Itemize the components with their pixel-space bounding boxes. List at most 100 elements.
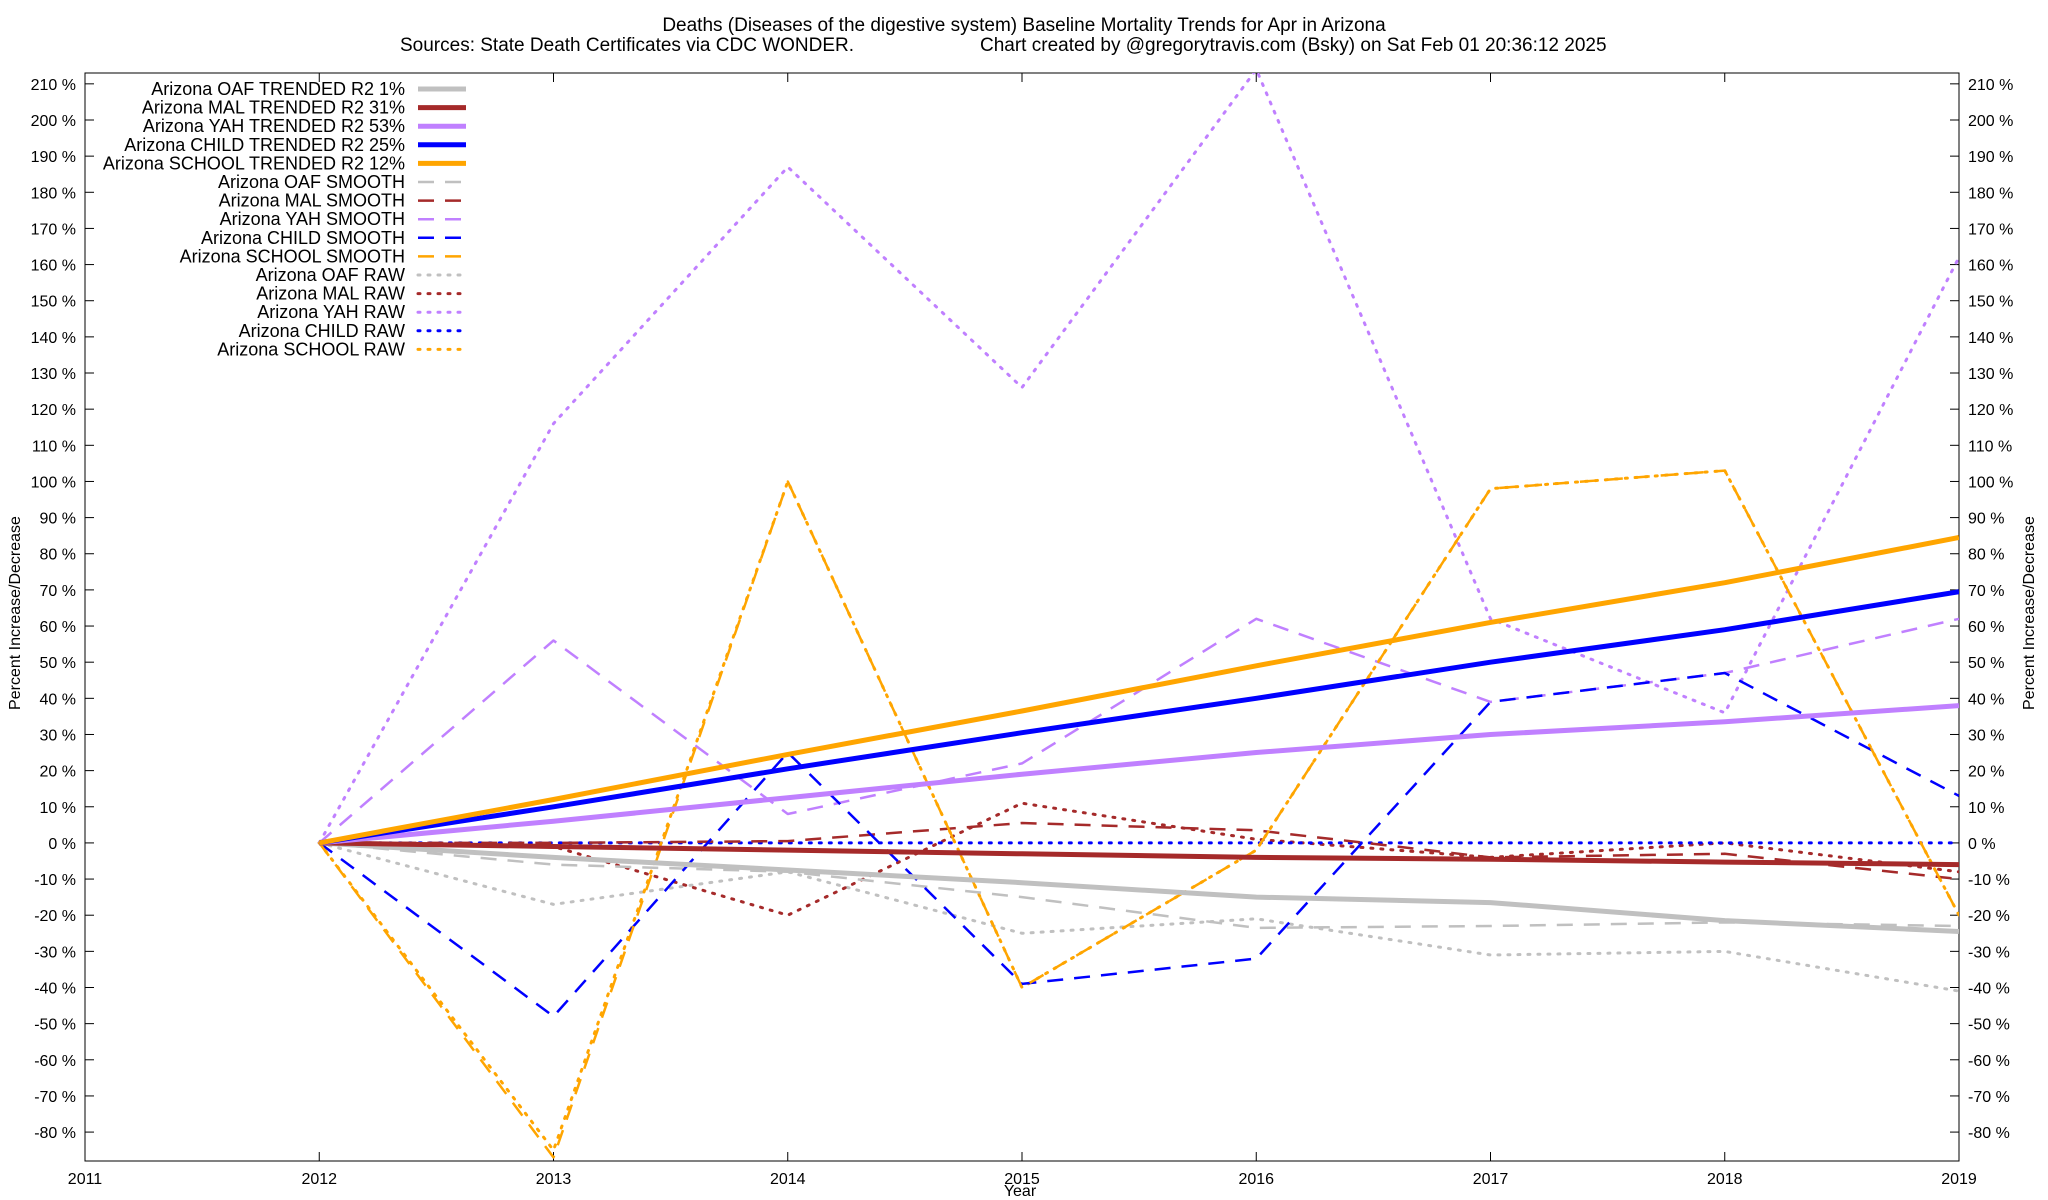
legend-entry-label: Arizona YAH TRENDED R2 53% (143, 116, 405, 136)
y-tick-label-right: 0 % (1968, 836, 1996, 853)
series-line-arizona-mal-smooth (319, 821, 1959, 881)
x-tick-label: 2013 (536, 1171, 572, 1188)
y-tick-label-left: -50 % (34, 1017, 76, 1034)
y-tick-label-left: 90 % (40, 511, 76, 528)
y-tick-label-right: 150 % (1968, 294, 2013, 311)
y-tick-label-left: 60 % (40, 619, 76, 636)
y-tick-label-left: 30 % (40, 727, 76, 744)
legend-entry-label: Arizona SCHOOL SMOOTH (180, 246, 405, 266)
legend-entry-label: Arizona OAF RAW (256, 265, 405, 285)
y-axis-label-left: Percent Increase/Decrease (7, 516, 24, 710)
x-tick-label: 2018 (1707, 1171, 1743, 1188)
y-tick-label-left: -10 % (34, 872, 76, 889)
y-tick-label-right: 40 % (1968, 691, 2004, 708)
series-line-arizona-oaf-trended-r2 (319, 840, 1959, 934)
series-line-arizona-yah-raw (317, 73, 1959, 845)
series-line-arizona-mal-trended-r2 (319, 840, 1959, 868)
y-tick-label-right: -50 % (1968, 1017, 2010, 1034)
y-tick-label-left: 50 % (40, 655, 76, 672)
legend-entry-label: Arizona YAH RAW (257, 302, 405, 322)
legend-entry-label: Arizona SCHOOL RAW (217, 339, 405, 359)
legend-entry-label: Arizona MAL SMOOTH (219, 191, 405, 211)
chart-title: Deaths (Diseases of the digestive system… (662, 15, 1386, 36)
y-tick-label-right: 90 % (1968, 511, 2004, 528)
legend-entry-label: Arizona OAF SMOOTH (218, 172, 405, 192)
axes-layer: -80 % -80 % -70 % -70 % -60 % -60 % -50 % -50 %… (31, 72, 2013, 1188)
y-tick-label-right: -60 % (1968, 1053, 2010, 1070)
y-tick-label-right: 60 % (1968, 619, 2004, 636)
legend-entry-label: Arizona CHILD RAW (239, 321, 405, 341)
series-line-arizona-child-smooth (318, 671, 1959, 1018)
series-layer (317, 73, 1959, 1159)
y-tick-label-left: 0 % (48, 836, 76, 853)
y-tick-label-right: 20 % (1968, 764, 2004, 781)
y-tick-label-right: -70 % (1968, 1089, 2010, 1106)
y-tick-label-right: 10 % (1968, 800, 2004, 817)
y-tick-label-right: -20 % (1968, 908, 2010, 925)
y-tick-label-right: -40 % (1968, 980, 2010, 997)
y-tick-label-left: 200 % (31, 113, 76, 130)
y-tick-label-left: 120 % (31, 402, 76, 419)
series-line-arizona-school-trended-r2 (318, 535, 1959, 846)
y-tick-label-left: -70 % (34, 1089, 76, 1106)
y-tick-label-left: 180 % (31, 185, 76, 202)
y-tick-label-right: -10 % (1968, 872, 2010, 889)
y-tick-label-left: 10 % (40, 800, 76, 817)
x-tick-label: 2017 (1473, 1171, 1509, 1188)
x-tick-label: 2011 (68, 1171, 103, 1188)
y-tick-label-left: -80 % (34, 1125, 76, 1142)
series-line-arizona-yah-smooth (318, 617, 1959, 844)
series-line-arizona-oaf-smooth (319, 841, 1959, 930)
y-tick-label-left: 80 % (40, 547, 76, 564)
y-tick-label-left: 70 % (40, 583, 76, 600)
x-tick-label: 2019 (1941, 1171, 1977, 1188)
y-tick-label-left: 140 % (31, 330, 76, 347)
y-tick-label-left: 110 % (32, 438, 76, 455)
y-tick-label-right: 120 % (1968, 402, 2013, 419)
y-tick-label-left: 160 % (31, 258, 76, 275)
series-line-arizona-school-smooth (318, 469, 1959, 1159)
series-line-arizona-school-raw (317, 469, 1959, 1152)
y-tick-label-left: 190 % (31, 149, 76, 166)
y-tick-label-left: 170 % (31, 221, 76, 238)
y-tick-label-right: -80 % (1968, 1125, 2010, 1142)
legend-entry-label: Arizona OAF TRENDED R2 1% (151, 79, 405, 99)
y-tick-label-right: 160 % (1968, 258, 2013, 275)
y-tick-label-right: 210 % (1968, 77, 2013, 94)
y-tick-label-right: 140 % (1968, 330, 2013, 347)
legend-entry-label: Arizona CHILD TRENDED R2 25% (124, 135, 405, 155)
y-tick-label-left: -30 % (34, 944, 76, 961)
x-axis-label: Year (1004, 1183, 1037, 1200)
y-tick-label-right: 50 % (1968, 655, 2004, 672)
series-line-arizona-oaf-raw (317, 841, 1959, 993)
y-tick-label-left: -60 % (34, 1053, 76, 1070)
y-tick-label-right: 190 % (1968, 149, 2013, 166)
y-tick-label-right: 70 % (1968, 583, 2004, 600)
legend-entry-label: Arizona YAH SMOOTH (220, 209, 405, 229)
y-tick-label-right: 80 % (1968, 547, 2004, 564)
y-tick-label-left: 130 % (31, 366, 76, 383)
y-tick-label-right: 100 % (1968, 474, 2013, 491)
series-line-arizona-child-trended-r2 (318, 589, 1959, 846)
x-tick-label: 2014 (770, 1171, 806, 1188)
y-tick-label-left: 100 % (31, 474, 76, 491)
y-tick-label-left: 40 % (40, 691, 76, 708)
y-tick-label-left: 20 % (40, 764, 76, 781)
y-tick-label-right: 180 % (1968, 185, 2013, 202)
y-tick-label-right: 130 % (1968, 366, 2013, 383)
legend-entry-label: Arizona MAL RAW (256, 284, 405, 304)
x-tick-label: 2015 (1004, 1171, 1040, 1188)
chart-subtitle-credit: Chart created by @gregorytravis.com (Bsk… (980, 35, 1607, 56)
legend-entry-label: Arizona CHILD SMOOTH (201, 228, 405, 248)
chart-subtitle-source: Sources: State Death Certificates via CD… (400, 35, 854, 56)
y-tick-label-right: 200 % (1968, 113, 2013, 130)
series-line-arizona-yah-trended-r2 (319, 703, 1959, 846)
legend: Arizona OAF TRENDED R2 1%Arizona MAL TRE… (103, 79, 468, 359)
y-tick-label-left: 210 % (31, 77, 76, 94)
y-tick-label-right: 170 % (1968, 221, 2013, 238)
y-tick-label-left: 150 % (31, 294, 76, 311)
y-tick-label-right: -30 % (1968, 944, 2010, 961)
legend-entry-label: Arizona MAL TRENDED R2 31% (142, 98, 405, 118)
